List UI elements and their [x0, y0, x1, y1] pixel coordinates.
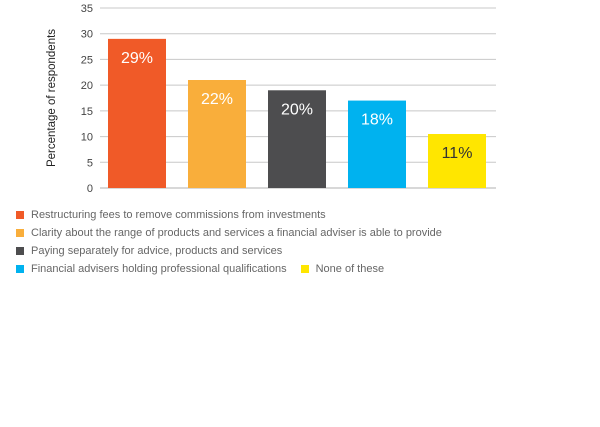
- legend-item: None of these: [300, 263, 385, 275]
- legend-swatch: [16, 229, 24, 237]
- y-axis-ticks: 0 5 10 15 20 25 30 35: [81, 3, 93, 195]
- y-tick-label: 20: [81, 80, 93, 92]
- legend-swatch: [16, 247, 24, 255]
- legend-label: None of these: [315, 263, 385, 275]
- data-labels: 29% 22% 20% 18% 11%: [121, 50, 472, 162]
- bar: [268, 90, 326, 188]
- bar-value-label: 18%: [361, 112, 393, 129]
- legend-item: Paying separately for advice, products a…: [16, 245, 282, 257]
- bar: [188, 80, 246, 188]
- bar-value-label: 20%: [281, 101, 313, 118]
- legend: Restructuring fees to remove commissions…: [16, 206, 596, 278]
- legend-row: Financial advisers holding professional …: [16, 260, 596, 278]
- legend-label: Clarity about the range of products and …: [31, 227, 442, 239]
- legend-item: Clarity about the range of products and …: [16, 227, 442, 239]
- legend-row: Clarity about the range of products and …: [16, 224, 596, 242]
- legend-swatch: [16, 211, 24, 219]
- y-tick-label: 5: [87, 157, 93, 169]
- legend-row: Restructuring fees to remove commissions…: [16, 206, 596, 224]
- legend-swatch: [300, 265, 309, 273]
- bars: [108, 38, 486, 188]
- legend-item: Financial advisers holding professional …: [16, 263, 287, 275]
- legend-label: Paying separately for advice, products a…: [31, 245, 283, 257]
- bar: [428, 134, 486, 188]
- legend-row: Paying separately for advice, products a…: [16, 242, 596, 260]
- legend-label: Restructuring fees to remove commissions…: [31, 209, 326, 221]
- bar: [108, 38, 166, 188]
- bar-value-label: 29%: [121, 50, 153, 67]
- legend-item: Restructuring fees to remove commissions…: [16, 209, 326, 221]
- bar-value-label: 11%: [442, 145, 473, 162]
- bar-chart: 0 5 10 15 20 25 30 35 29% 22% 20% 18% 11% Percentag…: [46, 3, 496, 195]
- bar-value-label: 22%: [201, 91, 233, 108]
- y-tick-label: 0: [87, 183, 93, 195]
- y-tick-label: 15: [81, 106, 93, 118]
- legend-label: Financial advisers holding professional …: [31, 263, 287, 275]
- bar: [348, 100, 406, 188]
- y-tick-label: 25: [81, 54, 93, 66]
- legend-swatch: [16, 265, 24, 273]
- y-tick-label: 30: [81, 29, 93, 41]
- y-axis-label: Percentage of respondents: [46, 29, 58, 167]
- y-tick-label: 10: [81, 132, 93, 144]
- y-tick-label: 35: [81, 3, 93, 15]
